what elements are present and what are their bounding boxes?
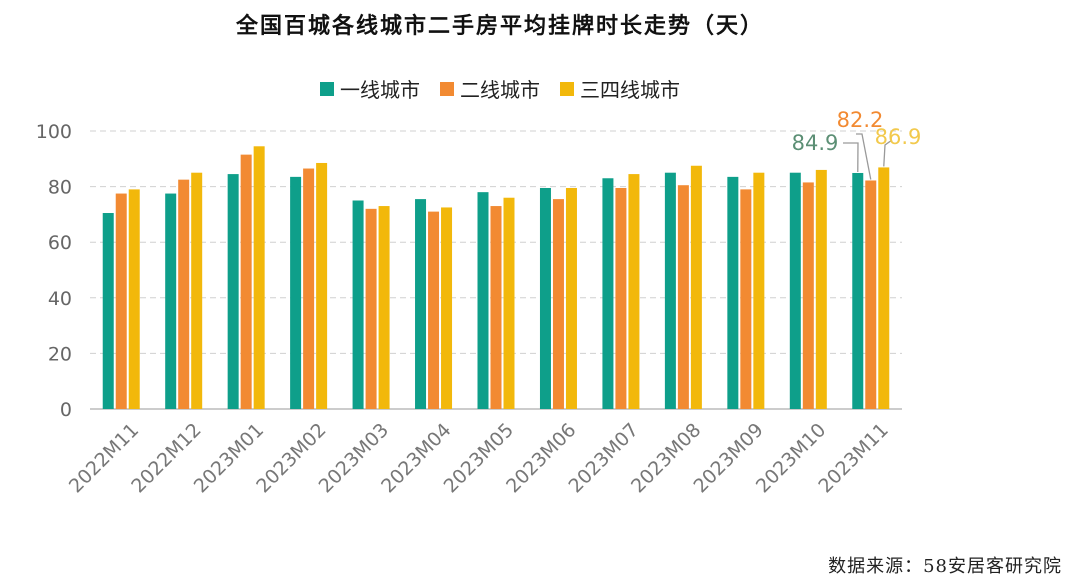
bar [441, 207, 453, 409]
y-tick-label: 100 [36, 121, 72, 143]
data-label: 84.9 [792, 131, 839, 155]
bar [664, 172, 676, 409]
bar [503, 197, 515, 409]
bar [365, 208, 377, 409]
y-tick-label: 0 [60, 399, 72, 421]
bar [178, 179, 190, 409]
legend-swatch-tier2 [440, 81, 454, 96]
bar [316, 162, 328, 409]
data-source-note: 数据来源：58安居客研究院 [828, 556, 1062, 577]
legend-label-tier1: 一线城市 [340, 78, 420, 102]
y-tick-label: 20 [48, 343, 72, 365]
y-tick-label: 60 [48, 232, 72, 254]
bar [690, 165, 702, 409]
bar [477, 192, 489, 409]
bar [565, 187, 577, 409]
bar [165, 193, 177, 409]
bar [378, 206, 390, 409]
annotation-leader-line [856, 133, 872, 180]
bar [227, 174, 239, 409]
bar [628, 174, 640, 409]
data-label: 86.9 [875, 125, 922, 149]
bar [615, 187, 627, 409]
bar [740, 189, 752, 409]
bar [602, 178, 614, 409]
legend-label-tier2: 二线城市 [460, 78, 540, 102]
legend-item-tier3: 三四线城市 [560, 74, 680, 103]
bar [753, 172, 765, 409]
bar [802, 182, 814, 409]
bar [815, 169, 827, 409]
bar [253, 146, 265, 410]
y-tick-label: 40 [48, 288, 72, 310]
bar [191, 172, 203, 409]
legend: 一线城市 二线城市 三四线城市 [0, 74, 1000, 103]
bar [490, 206, 502, 409]
legend-item-tier1: 一线城市 [320, 74, 420, 103]
data-label: 82.2 [837, 108, 884, 132]
bar [677, 185, 689, 409]
bar [852, 172, 864, 409]
legend-label-tier3: 三四线城市 [580, 78, 680, 102]
bar [428, 211, 440, 409]
annotation-leader-line [883, 139, 893, 167]
bar [115, 193, 127, 409]
bar [865, 180, 877, 409]
bar [128, 189, 140, 409]
bar [102, 213, 114, 409]
bar [552, 199, 564, 409]
bar [727, 176, 739, 409]
legend-swatch-tier1 [320, 81, 334, 96]
bar [240, 154, 252, 409]
y-tick-label: 80 [48, 177, 72, 199]
legend-swatch-tier3 [560, 81, 574, 96]
bar [878, 167, 890, 409]
bar [789, 172, 801, 409]
bar [539, 187, 551, 409]
bar [352, 200, 364, 409]
legend-item-tier2: 二线城市 [440, 74, 540, 103]
bar [415, 199, 427, 409]
annotation-leader-line [843, 142, 859, 172]
bar [290, 176, 302, 409]
chart-title: 全国百城各线城市二手房平均挂牌时长走势（天） [235, 13, 764, 39]
bar [303, 168, 315, 409]
